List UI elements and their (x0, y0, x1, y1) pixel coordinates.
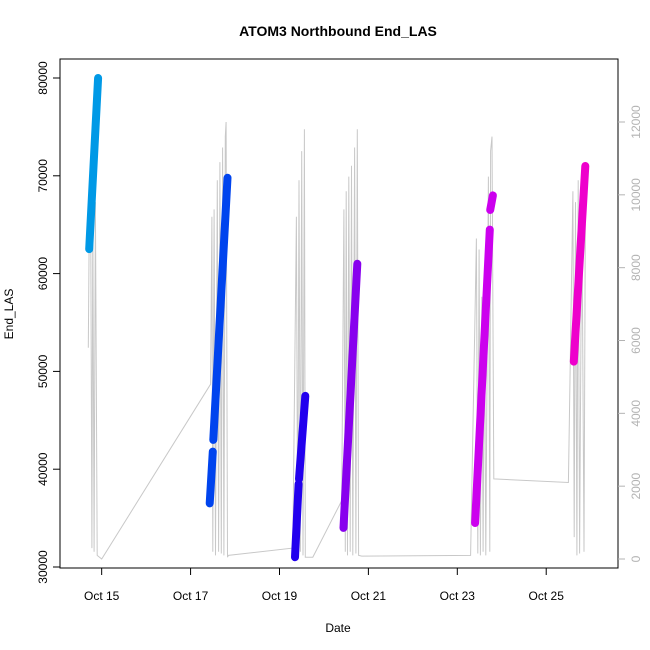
series-5-segment-1 (471, 225, 494, 527)
series-1-segment-1 (85, 74, 103, 254)
y-axis-right: 0 2000 4000 6000 8000 10000 12000 (618, 105, 643, 562)
y2-tick-label: 0 (629, 555, 643, 562)
y2-tick-label: 8000 (629, 254, 643, 281)
y-tick-label: 30000 (36, 550, 50, 584)
series-4-segment-1 (339, 259, 362, 532)
y-tick-label: 80000 (36, 61, 50, 95)
x-axis-label: Date (325, 621, 351, 635)
x-tick-label: Oct 23 (440, 589, 476, 603)
series-3-segment-1 (291, 479, 303, 562)
series-6-segment-1 (569, 162, 590, 366)
secondary-series-line (87, 121, 586, 560)
x-tick-label: Oct 21 (351, 589, 387, 603)
x-axis: Oct 15 Oct 17 Oct 19 Oct 21 Oct 23 Oct 25 (84, 567, 565, 603)
y2-tick-label: 12000 (629, 105, 643, 139)
x-tick-label: Oct 15 (84, 589, 120, 603)
x-tick-label: Oct 19 (262, 589, 298, 603)
series-3-segment-2 (295, 391, 310, 483)
y-tick-label: 40000 (36, 452, 50, 486)
secondary-series-layer (87, 121, 586, 560)
data-layer (85, 74, 590, 562)
x-tick-label: Oct 25 (529, 589, 565, 603)
y-tick-label: 70000 (36, 159, 50, 193)
y-axis-left: 30000 40000 50000 60000 70000 80000 (36, 61, 60, 584)
y2-tick-label: 10000 (629, 178, 643, 212)
x-tick-label: Oct 17 (173, 589, 209, 603)
y2-tick-label: 6000 (629, 327, 643, 354)
y-tick-label: 50000 (36, 354, 50, 388)
y2-tick-label: 2000 (629, 472, 643, 499)
series-2-segment-1 (205, 447, 217, 508)
series-5-segment-2 (486, 191, 497, 214)
series-2-segment-2 (209, 173, 232, 444)
y-tick-label: 60000 (36, 257, 50, 291)
chart-title: ATOM3 Northbound End_LAS (239, 23, 437, 39)
y2-tick-label: 4000 (629, 400, 643, 427)
y-axis-label: End_LAS (2, 289, 16, 340)
